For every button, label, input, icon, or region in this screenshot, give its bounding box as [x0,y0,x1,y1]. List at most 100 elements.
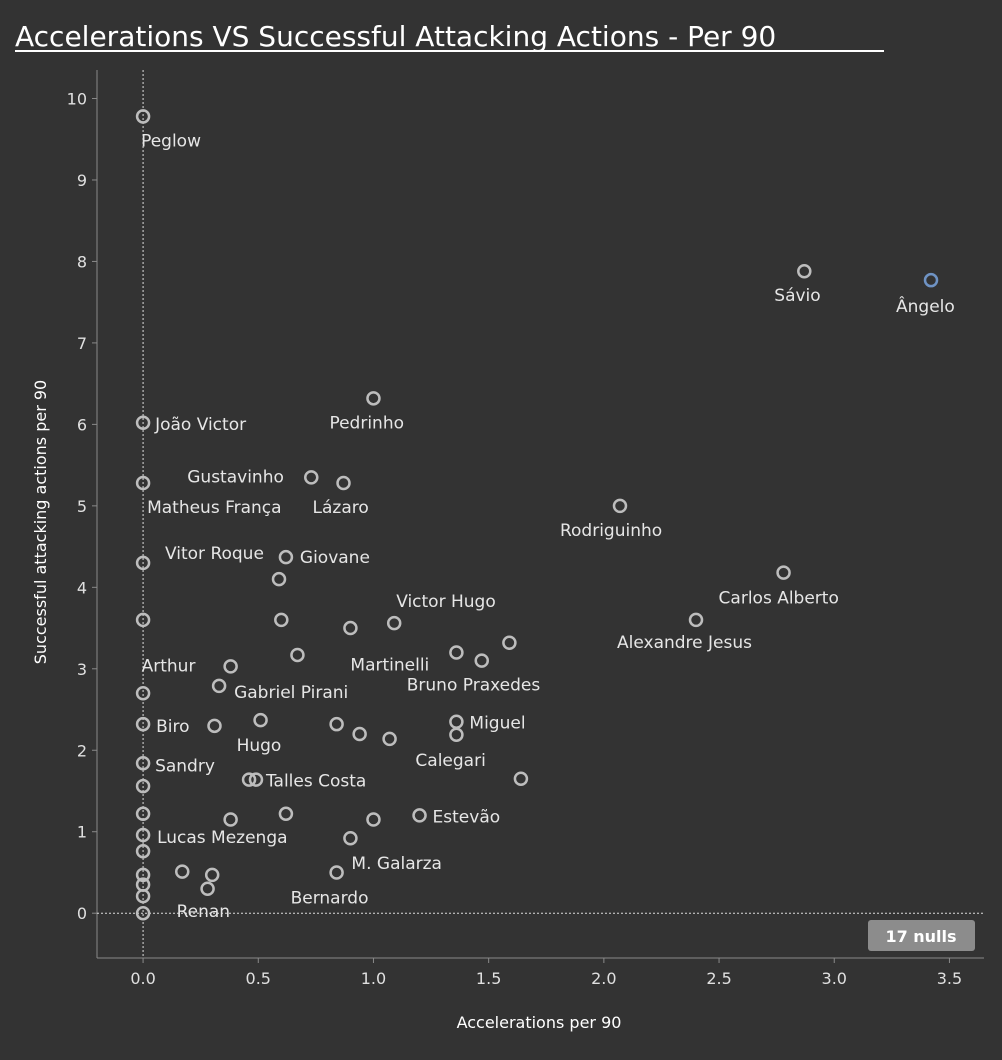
data-point[interactable] [223,812,238,827]
data-point[interactable] [135,109,151,124]
y-tick-label: 5 [77,497,87,516]
data-point[interactable] [343,830,358,846]
y-tick-label: 2 [77,741,87,760]
data-point[interactable] [135,716,151,732]
y-tick-label: 9 [77,171,87,190]
data-point[interactable] [502,635,517,650]
data-point[interactable] [688,612,704,628]
data-point[interactable] [135,475,151,491]
data-point[interactable] [135,806,151,822]
data-label: Gabriel Pirani [234,683,348,703]
data-point[interactable] [366,391,381,406]
y-tick-label: 0 [77,904,87,923]
data-label: Gustavinho [187,467,284,487]
data-point[interactable] [135,415,151,431]
y-tick-label: 1 [77,823,87,842]
data-label: Lázaro [313,498,369,518]
data-point[interactable] [513,771,529,787]
data-point[interactable] [200,881,215,897]
data-point[interactable] [207,718,222,734]
data-label: Pedrinho [329,413,404,433]
data-point[interactable] [274,612,289,628]
y-tick-label: 6 [77,415,87,434]
data-point[interactable] [923,272,939,288]
data-point[interactable] [241,772,257,787]
data-point[interactable] [135,778,151,794]
data-point[interactable] [135,867,151,883]
data-label: Lucas Mezenga [157,828,287,848]
data-point[interactable] [366,812,381,827]
x-tick-label: 0.0 [130,969,155,988]
x-tick-label: 3.5 [937,969,962,988]
data-point[interactable] [135,756,151,771]
data-point[interactable] [135,888,151,904]
y-tick-label: 7 [77,334,87,353]
data-point[interactable] [204,867,220,883]
data-label: Miguel [469,714,525,734]
data-label: Sandry [155,756,215,776]
data-point[interactable] [248,772,264,787]
data-point[interactable] [278,549,294,565]
data-point[interactable] [223,659,238,674]
x-tick-label: 2.5 [706,969,731,988]
data-point[interactable] [612,498,628,514]
data-label: Rodriguinho [560,521,662,541]
data-point[interactable] [135,685,151,701]
data-point[interactable] [412,808,427,823]
nulls-badge-background [868,920,975,951]
data-label: Martinelli [350,655,429,675]
data-point[interactable] [135,827,151,843]
data-point[interactable] [304,470,319,485]
data-label: Calegari [415,751,485,771]
y-tick-label: 3 [77,660,87,679]
data-point[interactable] [352,726,367,742]
data-point[interactable] [290,647,305,663]
data-point[interactable] [329,865,344,880]
data-point[interactable] [776,565,791,580]
data-point[interactable] [386,615,402,631]
data-point[interactable] [174,864,190,879]
data-point[interactable] [211,678,227,694]
data-point[interactable] [343,620,358,636]
data-label: Sávio [774,286,820,306]
data-label: Carlos Alberto [719,589,839,609]
data-point[interactable] [474,653,490,668]
data-label: Victor Hugo [396,592,496,612]
data-label: Estevão [433,807,501,827]
data-point[interactable] [336,475,351,491]
data-point[interactable] [329,716,344,732]
data-labels: Peglow Sávio Ângelo Pedrinho João Victor Gust… [141,131,955,921]
y-tick-label: 4 [77,578,87,597]
nulls-indicator[interactable]: 17 nulls [868,920,975,951]
data-point[interactable] [135,555,151,571]
data-label: Talles Costa [265,772,366,792]
data-label: Bruno Praxedes [407,676,541,696]
data-point[interactable] [449,727,464,743]
data-label: Giovane [300,548,370,568]
data-point[interactable] [135,905,151,921]
data-point[interactable] [253,712,268,728]
data-point[interactable] [271,571,287,587]
data-point[interactable] [382,731,397,747]
x-tick-label: 3.0 [822,969,847,988]
data-point[interactable] [135,844,151,859]
data-point[interactable] [449,645,464,660]
x-tick-label: 1.5 [476,969,501,988]
data-point[interactable] [449,714,464,729]
data-label: M. Galarza [351,854,442,874]
data-label: Vitor Roque [165,544,264,564]
data-point[interactable] [135,612,151,628]
x-tick-label: 1.0 [361,969,386,988]
data-point[interactable] [797,263,812,279]
y-axis-title: Successful attacking actions per 90 [31,380,50,664]
data-label: Biro [156,717,189,737]
y-tick-label: 8 [77,252,87,271]
data-point[interactable] [278,806,294,822]
data-label: Hugo [237,736,282,756]
data-points [135,109,939,921]
y-tick-label: 10 [67,90,87,109]
x-tick-label: 2.0 [591,969,616,988]
data-label: Alexandre Jesus [617,633,752,653]
